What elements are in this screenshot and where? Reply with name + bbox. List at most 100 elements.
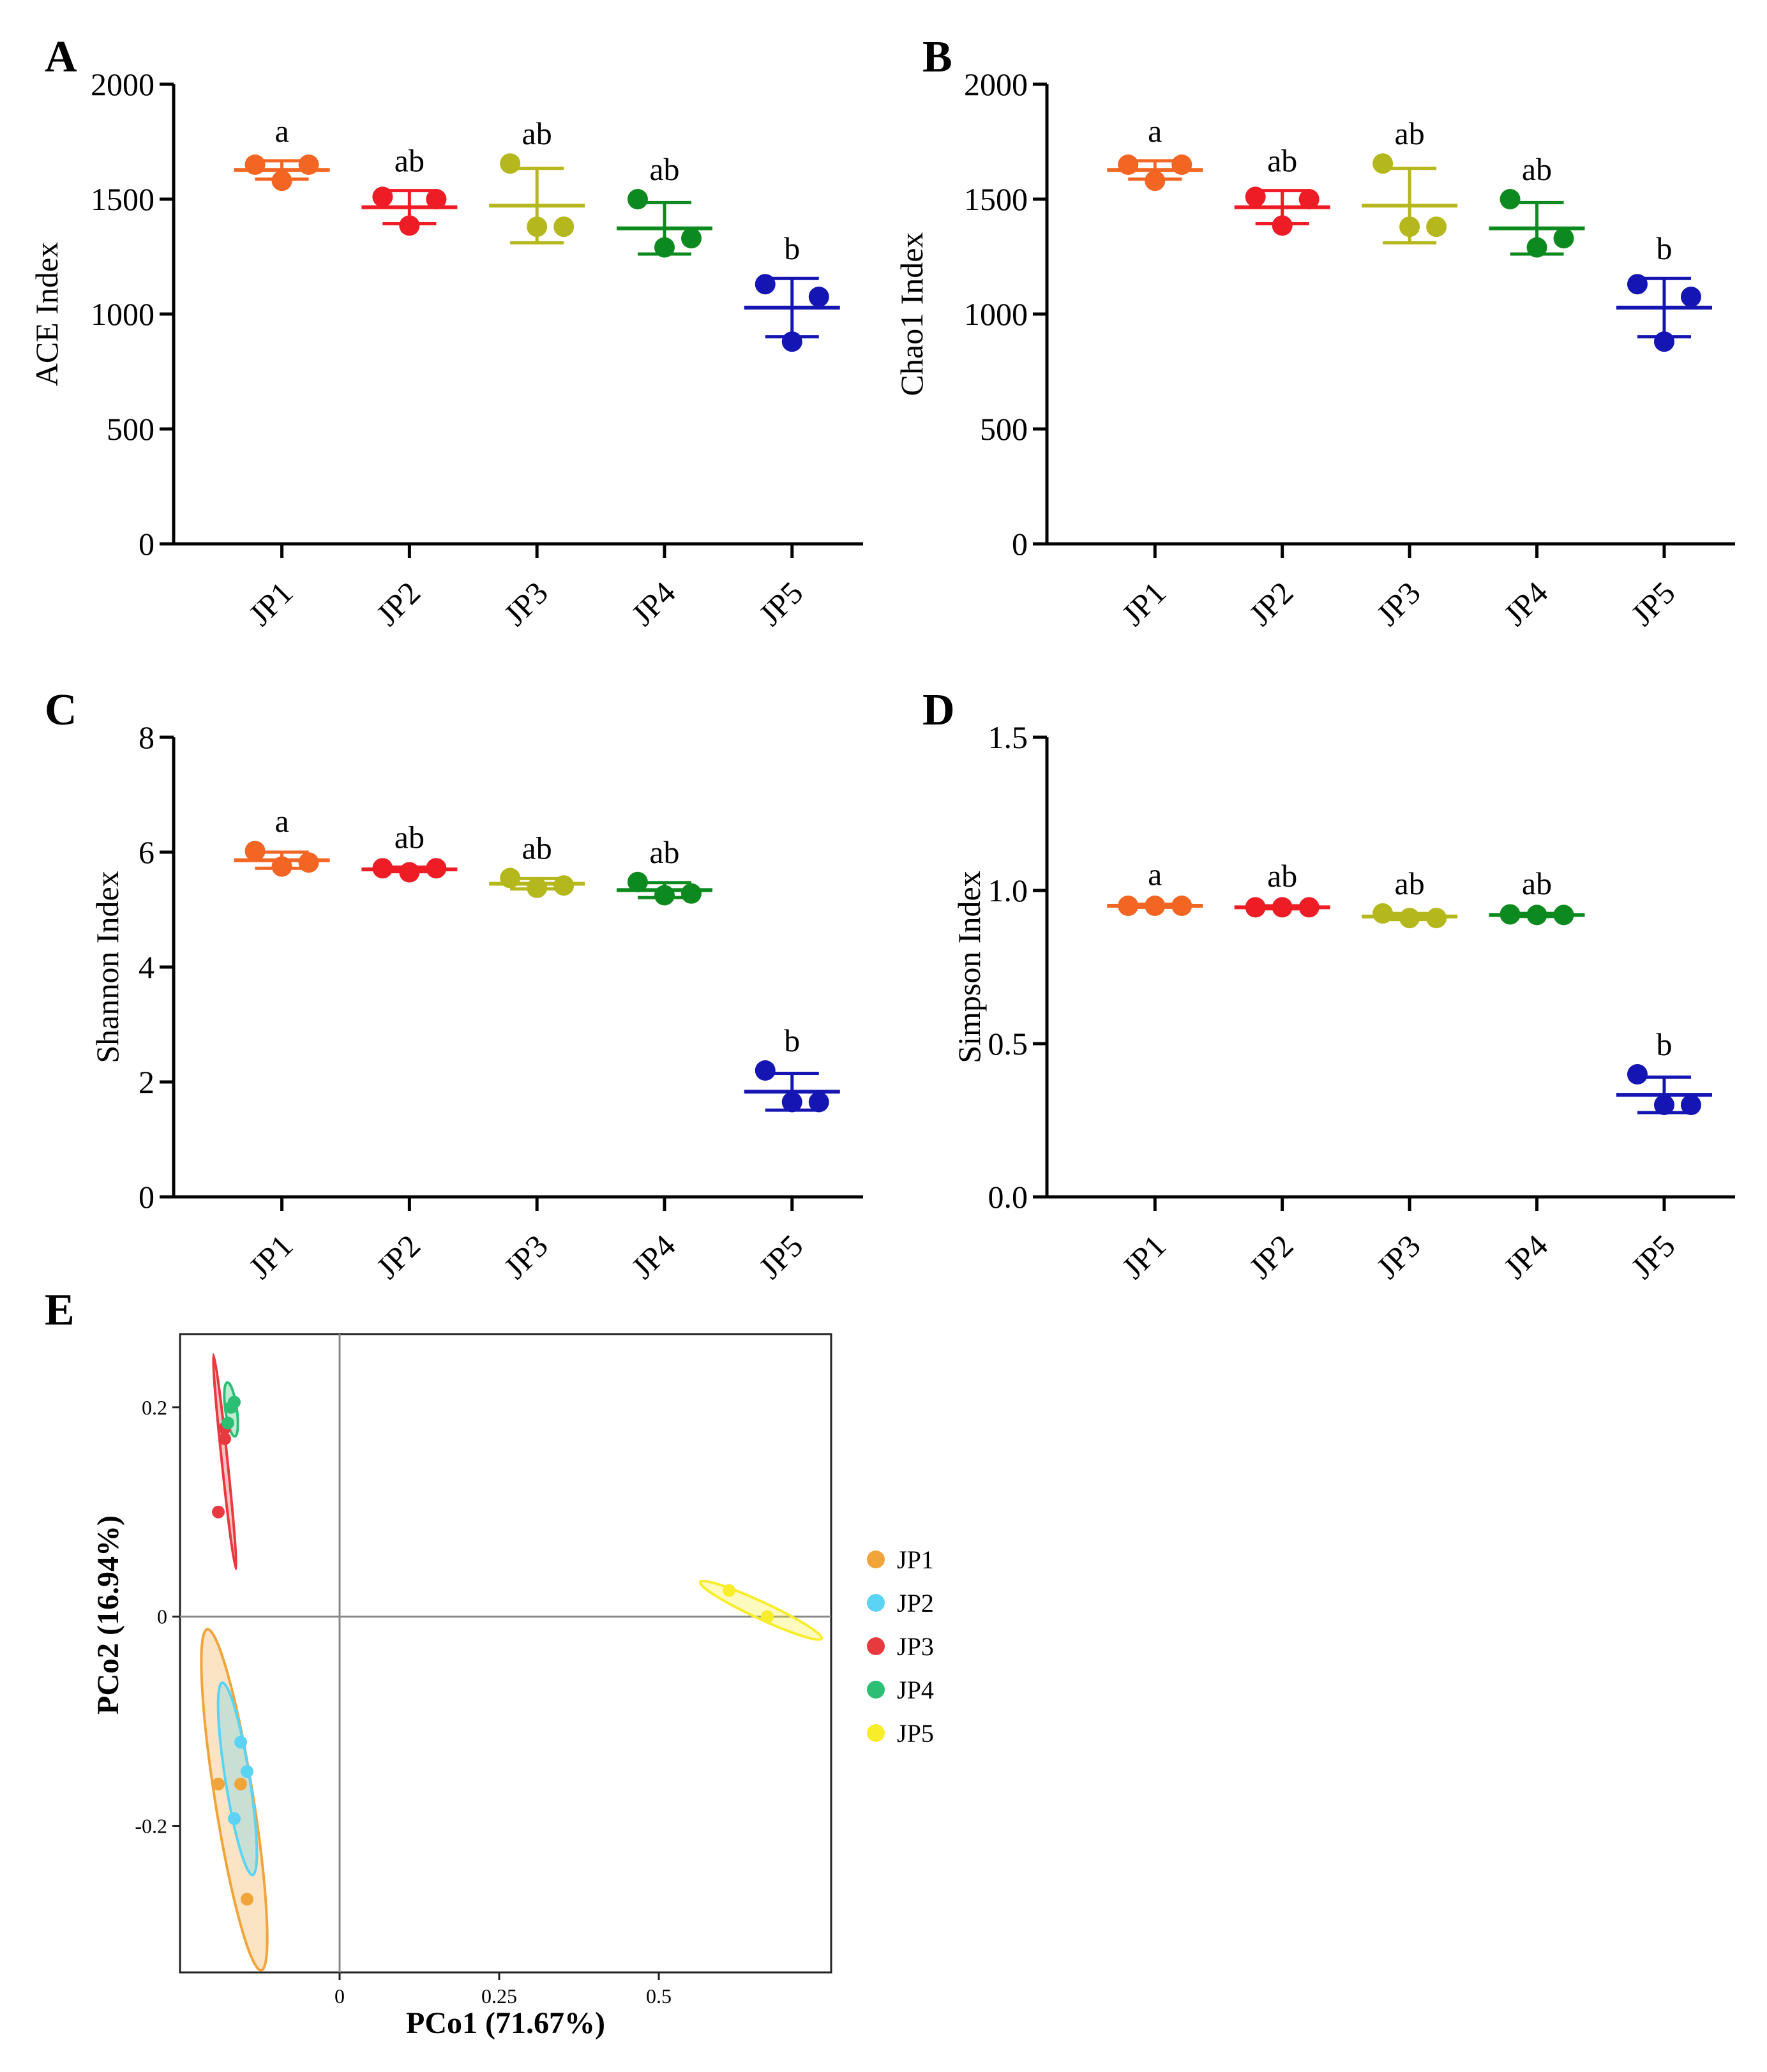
- significance-letter: b: [784, 230, 800, 266]
- data-point: [1627, 274, 1648, 295]
- panel-letter: E: [45, 1286, 75, 1335]
- data-point: [1399, 908, 1420, 929]
- x-tick-label: JP2: [1242, 1227, 1300, 1286]
- panel-letter: D: [922, 686, 955, 735]
- significance-letter: ab: [1522, 151, 1552, 187]
- significance-letter: b: [1656, 1026, 1672, 1062]
- y-axis-label: PCo2 (16.94%): [91, 1515, 125, 1715]
- data-point-jp2: [241, 1765, 253, 1778]
- data-point: [399, 862, 420, 883]
- panel-letter: C: [45, 686, 77, 735]
- significance-letter: b: [784, 1023, 800, 1058]
- data-point: [500, 867, 521, 889]
- y-tick-label: 1000: [964, 296, 1028, 332]
- significance-letter: ab: [522, 116, 552, 151]
- data-point: [1526, 905, 1547, 926]
- confidence-ellipse-jp5: [698, 1579, 823, 1641]
- y-axis-label: Chao1 Index: [894, 232, 929, 396]
- data-point: [527, 877, 548, 898]
- legend-label: JP2: [897, 1589, 934, 1618]
- data-point: [627, 189, 648, 209]
- data-point-jp5: [723, 1584, 735, 1597]
- legend-label: JP4: [897, 1676, 934, 1704]
- data-point-jp2: [234, 1736, 247, 1749]
- data-point: [1372, 903, 1394, 924]
- data-point: [680, 228, 702, 249]
- y-tick-label: 2000: [91, 66, 154, 102]
- x-tick-label: JP5: [1624, 574, 1682, 633]
- x-tick-label: JP4: [624, 574, 682, 633]
- x-tick-label: JP4: [624, 1227, 682, 1286]
- data-point: [298, 154, 319, 175]
- legend-label: JP5: [897, 1719, 934, 1748]
- x-tick-label: JP5: [1624, 1227, 1682, 1286]
- significance-letter: ab: [1395, 866, 1425, 901]
- data-point: [1553, 905, 1574, 926]
- data-point: [1627, 1064, 1648, 1085]
- x-tick-label: JP1: [242, 1227, 300, 1286]
- significance-letter: b: [1656, 230, 1672, 266]
- data-point: [1500, 189, 1521, 209]
- x-tick-label: JP1: [242, 574, 300, 633]
- data-point: [500, 153, 521, 174]
- data-point: [244, 154, 266, 175]
- panel-a: A 0 500 1000 1500 2000 ACE Index JP1 a JP2 ab JP3 ab…: [29, 33, 863, 633]
- panel-b: B 0 500 1000 1500 2000 Chao1 Index JP1 a JP2 ab JP3…: [894, 33, 1735, 633]
- x-tick-label: JP3: [497, 1227, 555, 1286]
- y-tick-label: 6: [139, 834, 154, 870]
- y-tick-label: 0.5: [988, 1026, 1028, 1062]
- significance-letter: ab: [1267, 858, 1297, 894]
- y-tick-label: 1000: [91, 296, 154, 332]
- data-point: [1118, 154, 1139, 175]
- y-tick-label: 500: [980, 411, 1028, 447]
- data-point: [808, 287, 829, 307]
- y-tick-label: 1.5: [988, 719, 1028, 755]
- data-point: [1245, 186, 1266, 207]
- data-point: [1272, 215, 1293, 236]
- data-point: [1500, 904, 1521, 925]
- data-point: [298, 852, 319, 873]
- data-point: [680, 883, 702, 904]
- data-point: [808, 1092, 829, 1113]
- significance-letter: ab: [649, 834, 679, 870]
- data-point: [1245, 897, 1266, 918]
- x-tick-label: 0.5: [646, 1985, 672, 2008]
- legend-marker: [867, 1681, 885, 1699]
- data-point: [426, 858, 447, 879]
- data-point: [372, 186, 393, 207]
- x-tick-label: JP4: [1497, 574, 1555, 633]
- data-point: [1653, 331, 1674, 352]
- data-point-jp1: [212, 1777, 225, 1790]
- y-axis-label: Simpson Index: [951, 871, 987, 1063]
- data-point: [1553, 228, 1574, 249]
- data-point: [553, 216, 575, 237]
- y-tick-label: 1.0: [988, 873, 1028, 908]
- x-tick-label: JP3: [1369, 574, 1427, 633]
- x-tick-label: JP1: [1115, 1227, 1173, 1286]
- data-point-jp3: [212, 1505, 225, 1519]
- significance-letter: ab: [395, 819, 425, 855]
- data-point: [1680, 1095, 1701, 1115]
- data-point-jp4: [222, 1416, 234, 1430]
- x-tick-label: JP4: [1497, 1227, 1555, 1286]
- significance-letter: a: [274, 803, 289, 839]
- data-point: [654, 885, 675, 906]
- x-tick-label: JP2: [369, 574, 427, 633]
- data-point: [654, 237, 675, 258]
- y-axis-label: ACE Index: [29, 242, 64, 386]
- data-point-jp3: [218, 1432, 231, 1445]
- data-point: [1145, 896, 1166, 916]
- panel-letter: A: [45, 33, 77, 82]
- x-tick-label: JP2: [1242, 574, 1300, 633]
- data-point-jp2: [228, 1812, 241, 1826]
- x-tick-label: 0.25: [481, 1985, 517, 2008]
- data-point: [1145, 170, 1166, 191]
- data-point: [1171, 154, 1192, 175]
- significance-letter: a: [1148, 857, 1162, 892]
- legend-marker: [867, 1637, 885, 1655]
- data-point: [1118, 896, 1139, 916]
- data-point: [271, 856, 292, 877]
- y-tick-label: 500: [107, 411, 154, 447]
- y-tick-label: 1500: [91, 181, 154, 217]
